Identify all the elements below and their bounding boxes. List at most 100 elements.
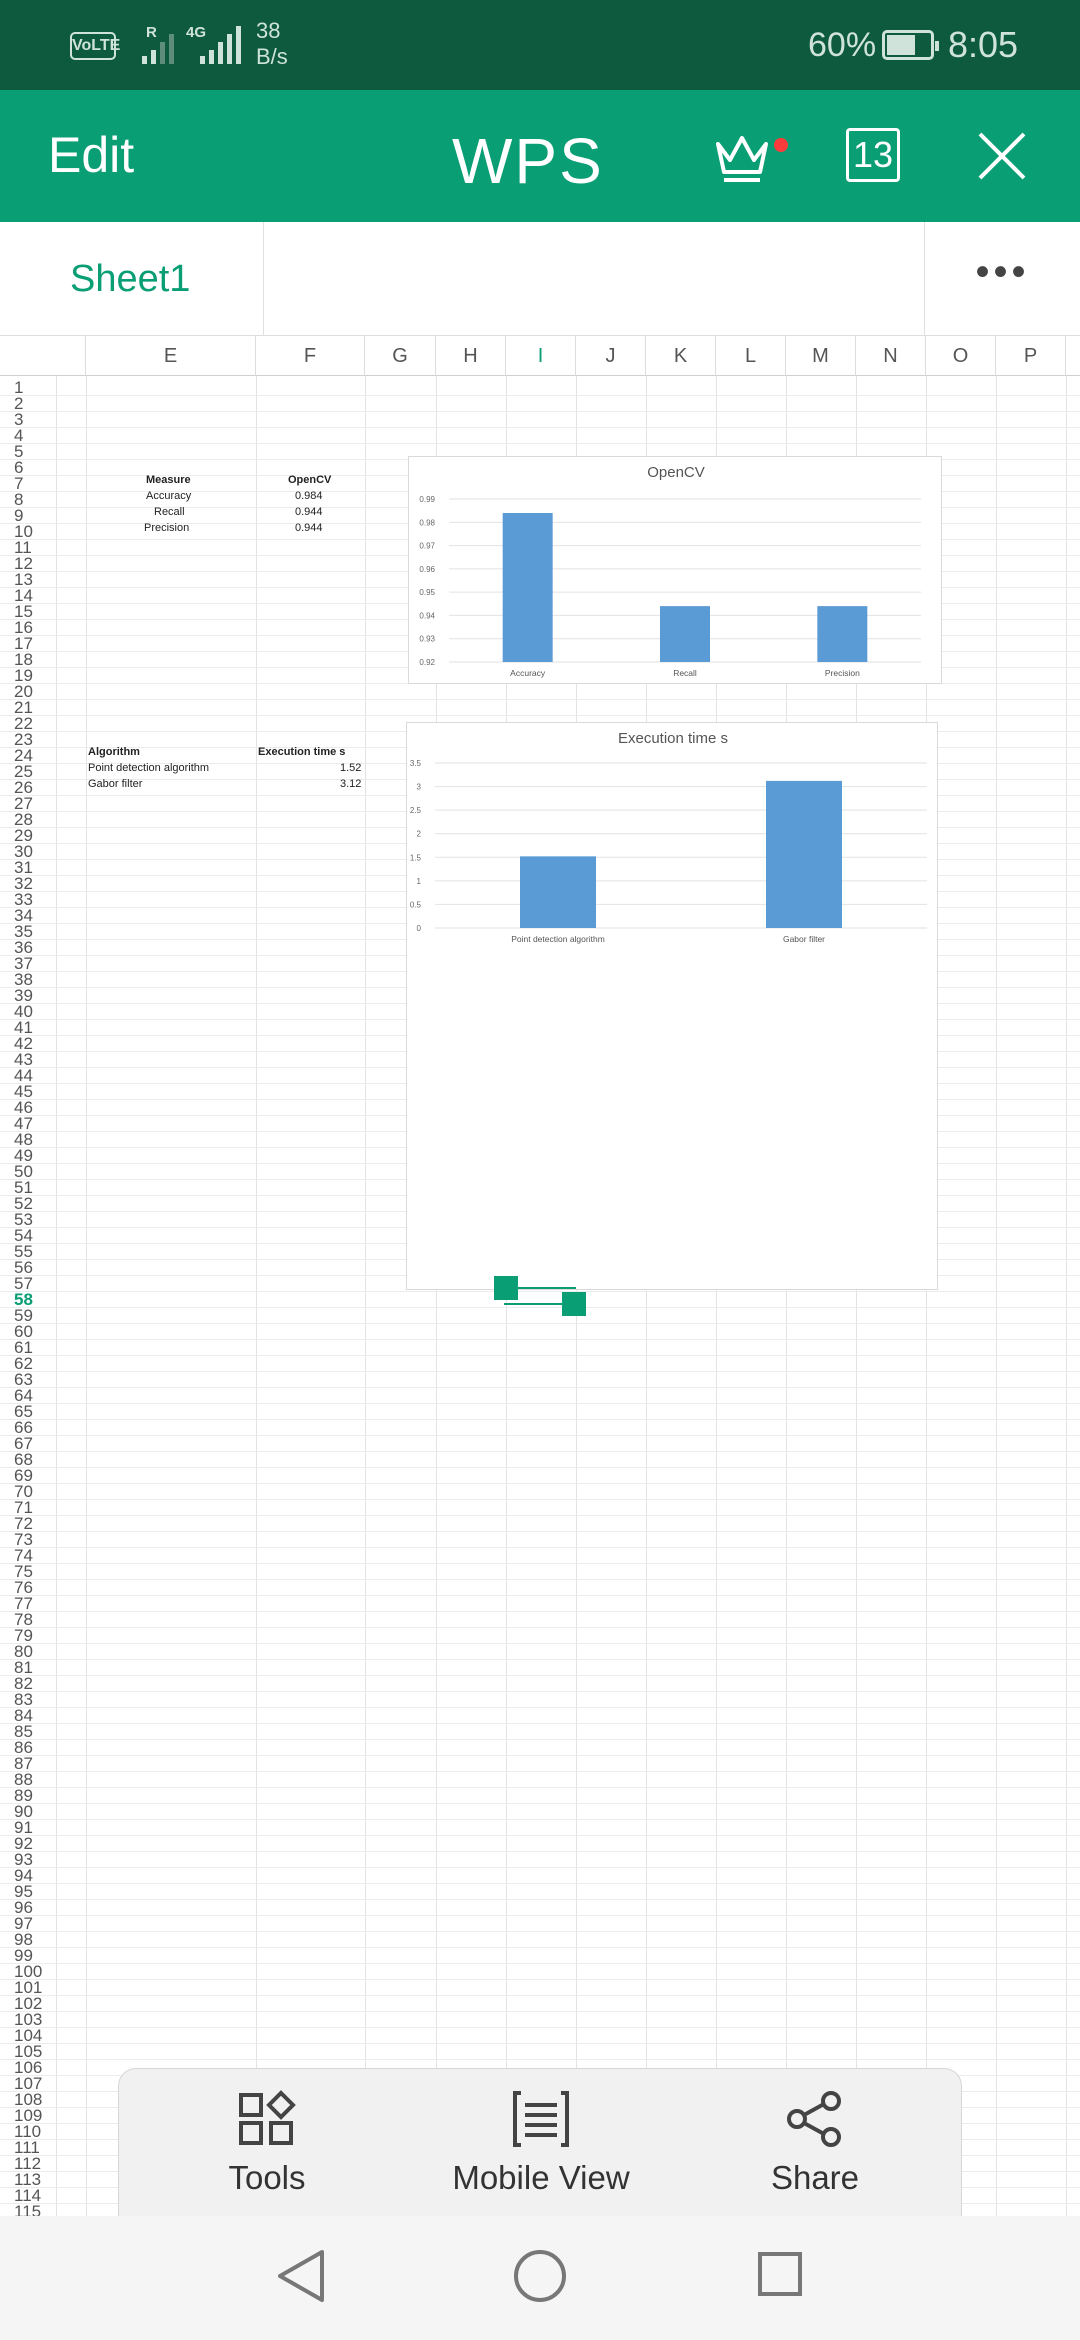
recents-icon[interactable] [756, 2248, 804, 2300]
share-button[interactable]: Share [705, 2089, 925, 2197]
row-number[interactable]: 25 [14, 762, 33, 781]
row-number[interactable]: 58 [14, 1290, 33, 1309]
row-number[interactable]: 79 [14, 1626, 33, 1645]
column-header-f[interactable]: F [256, 336, 365, 376]
row-number[interactable]: 41 [14, 1018, 33, 1037]
row-number[interactable]: 39 [14, 986, 33, 1005]
row-number[interactable]: 10 [14, 522, 33, 541]
cell-algorithm-header[interactable]: Algorithm [88, 746, 140, 758]
row-number[interactable]: 53 [14, 1210, 33, 1229]
row-number[interactable]: 32 [14, 874, 33, 893]
row-number[interactable]: 56 [14, 1258, 33, 1277]
row-number[interactable]: 4 [14, 426, 24, 445]
spreadsheet-grid[interactable]: 1 2 3 4 5 6 7 8 9 10 11 12 13 14 15 16 17 18 19 20 21 22 23 24 2… [0, 336, 1080, 2216]
row-number[interactable]: 61 [14, 1338, 33, 1357]
row-number[interactable]: 31 [14, 858, 33, 877]
row-number[interactable]: 88 [14, 1770, 33, 1789]
row-number[interactable]: 30 [14, 842, 33, 861]
selection-end-handle[interactable] [562, 1292, 586, 1316]
row-number[interactable]: 81 [14, 1658, 33, 1677]
row-number[interactable]: 64 [14, 1386, 33, 1405]
tools-button[interactable]: Tools [157, 2089, 377, 2197]
row-number[interactable]: 67 [14, 1434, 33, 1453]
row-number[interactable]: 106 [14, 2058, 43, 2077]
column-header-e[interactable]: E [86, 336, 256, 376]
row-number[interactable]: 35 [14, 922, 33, 941]
row-number[interactable]: 33 [14, 890, 33, 909]
mobile-view-button[interactable]: Mobile View [431, 2089, 651, 2197]
row-number[interactable]: 89 [14, 1786, 33, 1805]
row-number[interactable]: 38 [14, 970, 33, 989]
home-icon[interactable] [512, 2248, 568, 2304]
column-header-h[interactable]: H [436, 336, 506, 376]
crown-icon[interactable] [712, 130, 772, 186]
row-number[interactable]: 27 [14, 794, 33, 813]
row-number[interactable]: 52 [14, 1194, 33, 1213]
column-header-i[interactable]: I [506, 336, 576, 376]
row-number[interactable]: 40 [14, 1002, 33, 1021]
column-header-g[interactable]: G [365, 336, 436, 376]
row-number[interactable]: 12 [14, 554, 33, 573]
row-number[interactable]: 83 [14, 1690, 33, 1709]
row-number[interactable]: 68 [14, 1450, 33, 1469]
row-number[interactable]: 103 [14, 2010, 43, 2029]
chart-execution-time[interactable]: Execution time s 3.5 3 2.5 2 1.5 1 0.5 0 Point de… [406, 722, 938, 1290]
row-number[interactable]: 87 [14, 1754, 33, 1773]
cell-exec-value[interactable]: 1.52 [340, 762, 362, 774]
more-options-button[interactable]: ••• [924, 222, 1080, 336]
row-number[interactable]: 66 [14, 1418, 33, 1437]
row-number[interactable]: 113 [14, 2170, 42, 2189]
row-number[interactable]: 114 [14, 2186, 42, 2205]
row-number[interactable]: 65 [14, 1402, 33, 1421]
row-number[interactable]: 6 [14, 458, 24, 477]
row-number[interactable]: 1 [14, 378, 24, 397]
edit-button[interactable]: Edit [48, 127, 135, 183]
row-number[interactable]: 14 [14, 586, 33, 605]
row-number[interactable]: 102 [14, 1994, 43, 2013]
row-number[interactable]: 5 [14, 442, 24, 461]
row-number[interactable]: 94 [14, 1866, 33, 1885]
row-number[interactable]: 85 [14, 1722, 33, 1741]
row-number[interactable]: 17 [14, 634, 33, 653]
cell-exec-header[interactable]: Execution time s [258, 746, 346, 758]
row-number[interactable]: 93 [14, 1850, 33, 1869]
row-number[interactable]: 80 [14, 1642, 33, 1661]
cell-algorithm-label[interactable]: Point detection algorithm [88, 762, 210, 774]
row-number[interactable]: 76 [14, 1578, 33, 1597]
cell-measure-label[interactable]: Recall [154, 506, 185, 518]
row-number[interactable]: 97 [14, 1914, 33, 1933]
row-number[interactable]: 16 [14, 618, 33, 637]
cell-exec-value[interactable]: 3.12 [340, 778, 362, 790]
column-header-o[interactable]: O [926, 336, 996, 376]
row-number[interactable]: 75 [14, 1562, 33, 1581]
row-number[interactable]: 18 [14, 650, 33, 669]
row-number[interactable]: 63 [14, 1370, 33, 1389]
row-number[interactable]: 91 [14, 1818, 33, 1837]
cell-measure-value[interactable]: 0.984 [295, 490, 323, 502]
row-number[interactable]: 8 [14, 490, 24, 509]
row-number[interactable]: 70 [14, 1482, 33, 1501]
cell-opencv-header[interactable]: OpenCV [288, 474, 332, 486]
row-number[interactable]: 69 [14, 1466, 33, 1485]
row-number[interactable]: 86 [14, 1738, 33, 1757]
row-number[interactable]: 60 [14, 1322, 33, 1341]
row-number[interactable]: 20 [14, 682, 33, 701]
column-header-m[interactable]: M [786, 336, 856, 376]
row-number[interactable]: 29 [14, 826, 33, 845]
row-number[interactable]: 54 [14, 1226, 33, 1245]
cell-measure-value[interactable]: 0.944 [295, 506, 323, 518]
row-number[interactable]: 46 [14, 1098, 33, 1117]
row-number[interactable]: 34 [14, 906, 33, 925]
row-number[interactable]: 84 [14, 1706, 33, 1725]
row-number[interactable]: 78 [14, 1610, 33, 1629]
row-number[interactable]: 23 [14, 730, 33, 749]
row-number[interactable]: 110 [14, 2122, 42, 2141]
row-number[interactable]: 28 [14, 810, 33, 829]
row-number[interactable]: 98 [14, 1930, 33, 1949]
row-number[interactable]: 44 [14, 1066, 33, 1085]
row-number[interactable]: 15 [14, 602, 33, 621]
tab-sheet1[interactable]: Sheet1 [0, 222, 264, 336]
row-number[interactable]: 100 [14, 1962, 43, 1981]
close-icon[interactable] [976, 130, 1028, 182]
row-number[interactable]: 43 [14, 1050, 33, 1069]
